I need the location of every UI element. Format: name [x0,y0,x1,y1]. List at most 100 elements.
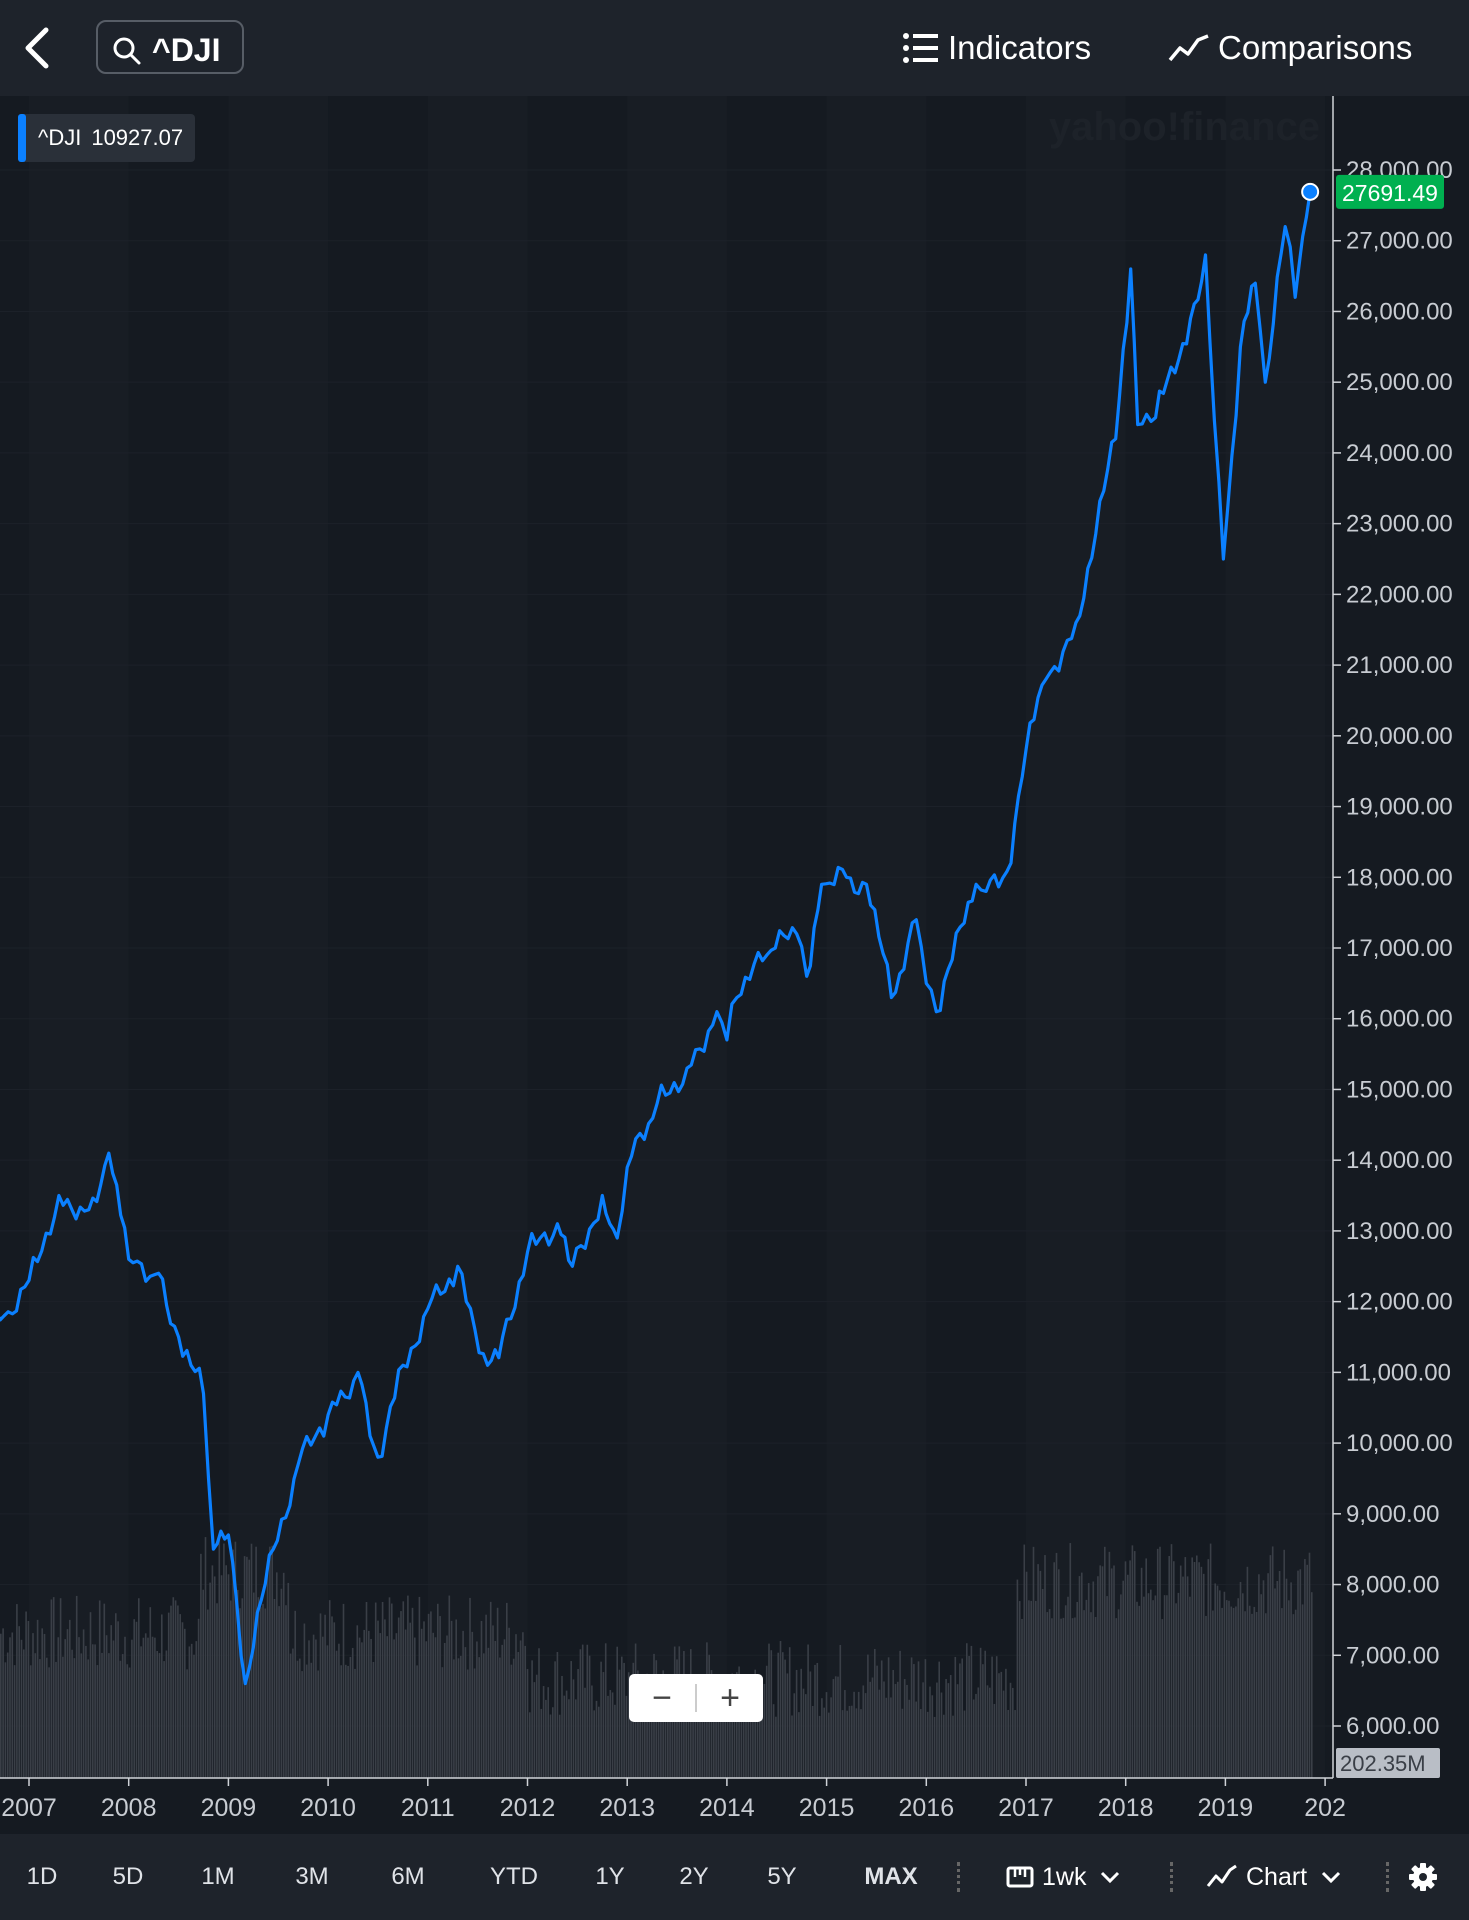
volume-bar [871,1677,874,1778]
volume-bar [158,1653,161,1778]
volume-bar [1092,1581,1095,1778]
price-chart[interactable]: 28,000.0027,000.0026,000.0025,000.0024,0… [0,96,1469,1834]
symbol-search-input[interactable]: ^DJI [96,20,244,74]
volume-bar [296,1660,299,1778]
volume-bar [230,1600,232,1778]
volume-bar [1230,1606,1233,1778]
volume-bar [13,1665,16,1778]
range-5y[interactable]: 5Y [767,1863,797,1890]
volume-bar [282,1572,285,1778]
volume-bar [57,1637,60,1778]
volume-bar [503,1639,506,1778]
volume-bar [1154,1595,1157,1778]
volume-bar [312,1634,315,1778]
range-6m[interactable]: 6M [391,1863,425,1890]
y-tick-label: 13,000.00 [1346,1218,1453,1245]
volume-bar [46,1657,48,1778]
settings-button[interactable] [1408,1834,1446,1920]
volume-bar [926,1711,929,1778]
range-2y[interactable]: 2Y [679,1863,709,1890]
range-1d[interactable]: 1D [26,1863,58,1890]
volume-bar [133,1619,135,1778]
volume-bar [1304,1559,1306,1778]
volume-bar [324,1614,326,1778]
top-bar: ^DJI Indicators Comparisons [0,0,1469,96]
range-ytd[interactable]: YTD [490,1863,538,1890]
volume-bar [374,1602,377,1778]
volume-bar [278,1606,280,1778]
volume-bar [427,1613,430,1778]
y-tick-label: 22,000.00 [1346,581,1453,608]
volume-bar [1117,1609,1120,1778]
range-1y[interactable]: 1Y [595,1863,625,1890]
volume-bar [1104,1546,1106,1778]
volume-bar [262,1603,264,1778]
volume-bar [25,1611,27,1778]
volume-bar [949,1675,952,1778]
interval-selector[interactable]: 1wk [1006,1834,1130,1920]
volume-bar [602,1672,605,1778]
volume-bar [1051,1618,1053,1778]
volume-bar [1237,1598,1239,1778]
volume-bar [1193,1561,1196,1778]
range-5d[interactable]: 5D [112,1863,144,1890]
volume-bar [1253,1606,1256,1778]
volume-bar [1083,1610,1085,1778]
volume-bar [770,1650,773,1778]
volume-bar [862,1685,865,1778]
volume-bar [943,1714,945,1778]
volume-bar [1221,1607,1223,1778]
volume-bar [1041,1589,1044,1778]
chart-area[interactable]: 28,000.00 27,000.00 26,000.00 25,000.00 24,0… [0,96,1469,1834]
volume-bar [1186,1576,1189,1778]
volume-bar [598,1706,600,1778]
zoom-in-button[interactable]: + [720,1678,740,1717]
volume-bar [609,1690,612,1778]
volume-bar [485,1614,487,1778]
volume-bar [1294,1609,1297,1778]
year-band [427,96,528,1778]
volume-bar [793,1693,796,1778]
volume-bar [933,1716,936,1778]
volume-bar [625,1695,628,1778]
volume-bar [386,1636,388,1778]
volume-bar [1076,1601,1078,1778]
volume-bar [524,1645,526,1778]
zoom-divider [695,1684,697,1712]
zoom-out-button[interactable]: − [652,1678,672,1717]
volume-bar [82,1629,85,1778]
volume-bar [1262,1580,1265,1778]
comparisons-button[interactable]: Comparisons [1168,22,1412,74]
chart-type-selector[interactable]: Chart [1206,1834,1351,1920]
volume-bar [227,1574,230,1778]
volume-bar [43,1633,46,1778]
volume-bar [285,1605,287,1778]
volume-bar [966,1643,968,1778]
volume-bar [662,1670,664,1778]
volume-bar [264,1608,267,1778]
volume-bar [1191,1557,1193,1778]
indicators-label: Indicators [948,29,1092,66]
volume-bar [9,1637,11,1778]
volume-bar [213,1576,216,1778]
volume-bar [1290,1582,1292,1778]
volume-bar [397,1617,400,1778]
volume-bar [1198,1562,1200,1778]
volume-bar [906,1684,908,1778]
volume-bar [1228,1600,1230,1778]
volume-bar [894,1684,897,1778]
volume-bar [754,1669,756,1778]
indicators-button[interactable]: Indicators [902,22,1091,74]
range-3m[interactable]: 3M [295,1863,329,1890]
range-1m[interactable]: 1M [201,1863,235,1890]
volume-bar [211,1565,214,1778]
volume-bar [1274,1588,1276,1778]
range-max[interactable]: MAX [864,1863,918,1890]
volume-bar [586,1644,589,1778]
back-button[interactable] [16,22,60,74]
volume-bar [1018,1601,1021,1778]
volume-bar [897,1681,899,1778]
volume-bar [89,1612,92,1778]
volume-bar [416,1665,418,1778]
volume-bar [232,1549,234,1778]
